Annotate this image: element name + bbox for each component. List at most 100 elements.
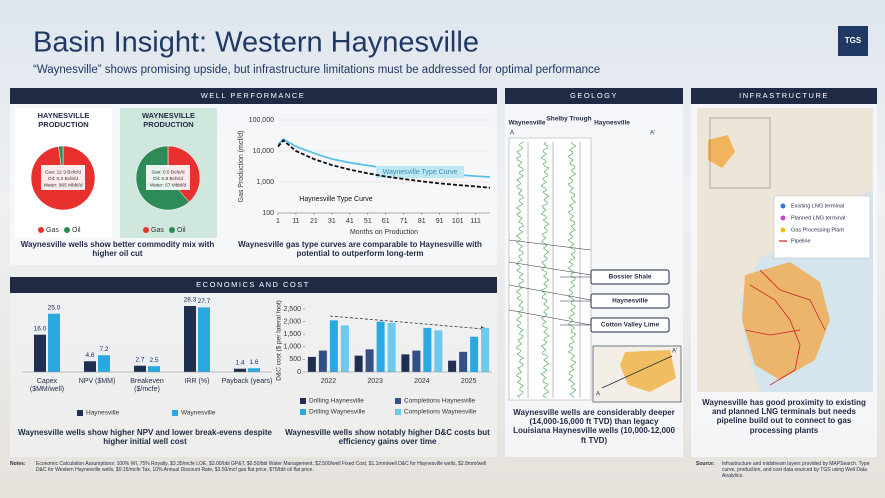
legend-marker (780, 203, 786, 209)
value-label-bg (47, 303, 61, 312)
source-label: Source: (696, 461, 715, 467)
x-tick-label: Capex ($MM/well) (29, 378, 65, 394)
pipeline (749, 284, 801, 386)
legend-box (376, 166, 464, 178)
value-label: 1.6 (249, 359, 258, 366)
caption: Waynesville wells show better commodity … (20, 240, 215, 259)
legend-marker (64, 227, 70, 233)
x-tick-label: 91 (436, 218, 444, 225)
section-title: INFRASTRUCTURE (739, 91, 829, 100)
x-tick-label: 2023 (367, 378, 383, 385)
pie-title: WAYNESVILLE PRODUCTION (141, 111, 196, 129)
bar (340, 325, 349, 372)
value-label-bg (133, 355, 147, 364)
value-label: 4.6 (85, 352, 94, 359)
legend-label: Waynesville Type Curve (383, 169, 458, 176)
legend-label: Gas (46, 227, 59, 234)
line-series (277, 139, 491, 189)
well-log (540, 141, 550, 399)
map-frame (709, 117, 771, 189)
source-text: Infrastructure and midstream layers prov… (722, 461, 870, 479)
logo: TGS (845, 36, 862, 45)
legend-marker (143, 227, 149, 233)
annotation-box (146, 165, 190, 190)
bar (134, 365, 146, 372)
bar (434, 330, 443, 372)
bar (234, 368, 246, 372)
map-legend (773, 195, 871, 259)
bar (84, 361, 96, 372)
value-label: 2.7 (135, 356, 144, 363)
cross-section (508, 137, 592, 401)
value-label: 1.4 (235, 359, 244, 366)
value-label: 28.3 (184, 297, 197, 304)
y-tick-label: 100,000 (249, 117, 274, 124)
bar (98, 355, 110, 372)
well-label: Waynesville (509, 120, 546, 127)
legend-label: Pipeline (791, 238, 811, 244)
y-tick-label: 2,000 (283, 318, 301, 325)
bar (307, 356, 316, 372)
legend-marker (300, 409, 306, 415)
layer-label: Cotton Valley Lime (601, 322, 660, 329)
legend-marker (395, 409, 401, 415)
bar (459, 351, 468, 372)
value-label-bg (197, 297, 211, 306)
value-label-bg (233, 358, 247, 367)
notes-text: Economic Calculation Assumptions: 100% W… (36, 461, 487, 473)
y-axis-title: Gas Production (mcf/d) (238, 131, 245, 203)
bar (48, 313, 60, 372)
inset-section-line (601, 355, 673, 389)
section-title: GEOLOGY (570, 91, 618, 100)
x-tick-label: 51 (364, 218, 372, 225)
well-label: Shelby Trough (546, 116, 591, 123)
x-tick-label: 11 (292, 218, 299, 225)
legend-marker (172, 410, 178, 416)
y-tick-label: 1,000 (283, 344, 301, 351)
x-tick-label: 2022 (321, 378, 337, 385)
horizon (508, 239, 592, 251)
legend-label: Oil (72, 227, 81, 234)
bar (376, 321, 385, 372)
bar (318, 350, 327, 372)
section-bar (691, 88, 877, 104)
caption: Waynesville gas type curves are comparab… (238, 240, 482, 259)
bar (401, 354, 410, 372)
value-label-bg (147, 356, 161, 365)
legend-marker (169, 227, 175, 233)
annotation: Gas: 0.5 Bcfe/d (151, 169, 184, 175)
x-tick-label: 81 (418, 218, 426, 225)
pipeline (759, 269, 826, 331)
value-label-bg (97, 345, 111, 354)
bar (470, 336, 479, 372)
value-label-bg (33, 324, 47, 333)
legend-marker (77, 410, 83, 416)
horizon (508, 261, 592, 276)
bar (34, 334, 46, 372)
bar (481, 327, 490, 372)
section-bar (10, 277, 497, 293)
value-label: 25.0 (48, 304, 61, 311)
bar (329, 320, 338, 372)
value-label-bg (183, 296, 197, 304)
legend-label: Planned LNG terminal (791, 215, 845, 221)
x-tick-label: 111 (470, 218, 481, 225)
y-tick-label: 10,000 (253, 148, 275, 155)
play-area (708, 135, 735, 168)
legend-label: Oil (177, 227, 186, 234)
bar (412, 350, 421, 372)
x-axis-title: Months on Production (350, 229, 418, 236)
x-tick-label: 71 (400, 218, 408, 225)
value-label: 2.5 (149, 357, 158, 364)
pipeline (744, 329, 801, 336)
legend-label: Gas (151, 227, 164, 234)
section-bar (505, 88, 683, 104)
well-log (515, 141, 525, 399)
legend-label: Waynesville (181, 410, 216, 417)
cross-section-art (508, 141, 592, 399)
caption: Waynesville wells are considerably deepe… (513, 408, 675, 445)
y-tick-label: 100 (262, 210, 274, 217)
well-label: Haynesville (594, 120, 630, 127)
